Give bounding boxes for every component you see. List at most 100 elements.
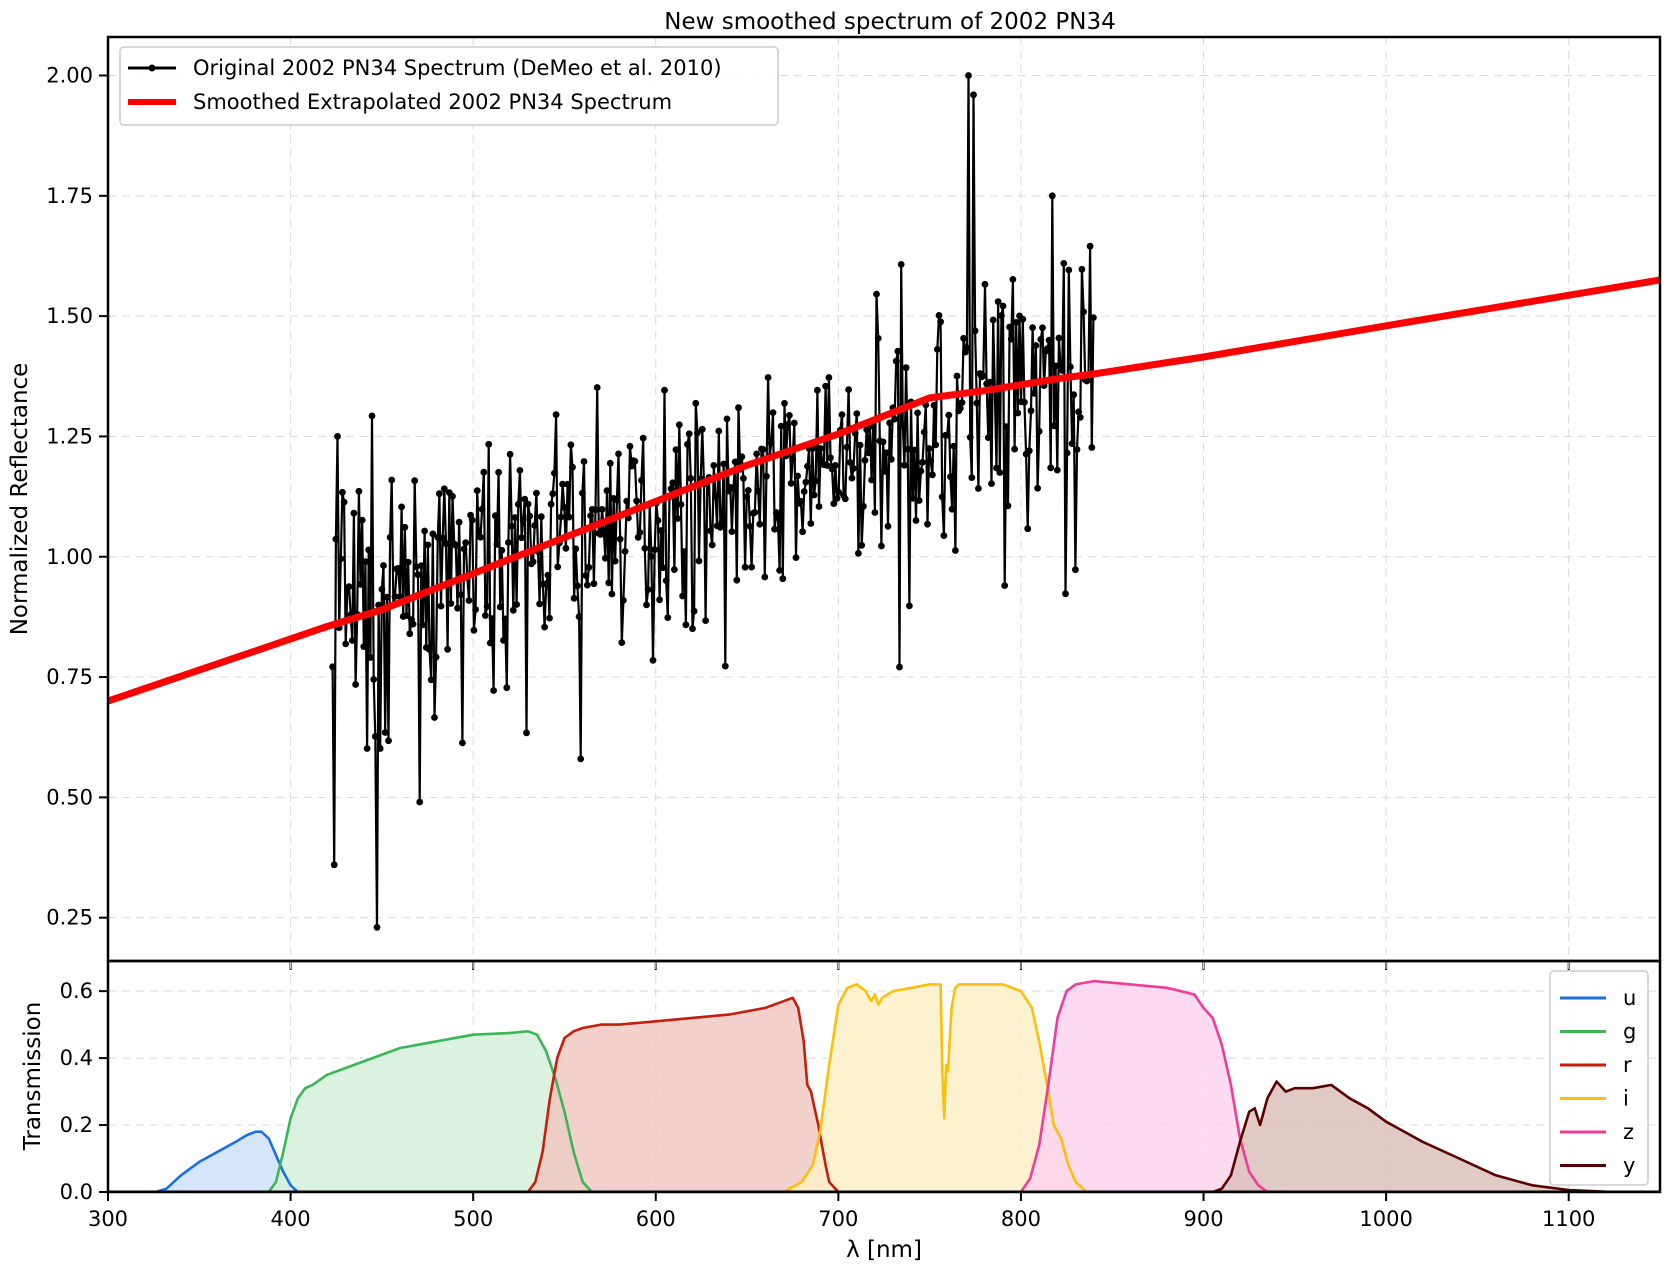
series-original-point [917,467,925,475]
series-original-point [971,327,979,335]
series-original-point [633,497,640,505]
series-original-point [832,462,839,469]
series-original-point [462,539,470,547]
series-original-point [490,687,497,694]
series-original-point [598,506,606,513]
series-original-point [1063,449,1071,457]
series-original-point [848,474,856,482]
series-original-point [861,456,869,464]
series-original-point [531,522,539,529]
series-original-point [1001,582,1009,589]
series-original-point [593,384,601,391]
series-original-point [394,565,402,572]
series-original-point [447,600,455,607]
series-original-point [868,476,875,484]
series-original-point [519,516,527,523]
series-original-point [965,72,972,79]
series-original-point [994,298,1002,305]
legend-label-g: g [1623,1020,1636,1044]
series-original-point [376,745,384,752]
series-original-point [477,533,484,541]
series-original-point [559,480,566,488]
series-original-point [1058,367,1066,374]
series-original-point [1030,389,1038,397]
series-original-point [367,654,374,661]
series-original-point [626,442,634,450]
series-original-point [503,684,511,692]
series-original-point [498,546,506,554]
series-original-point [728,528,736,535]
series-original-point [1053,466,1061,474]
series-original-point [429,530,437,538]
series-original-point [649,657,657,664]
series-original-point [878,542,885,550]
series-original-point [1073,446,1081,453]
series-original-point [814,386,821,394]
series-original-point [807,520,815,527]
series-original-point [979,372,987,380]
series-original-point [575,613,583,620]
series-original-point [896,663,903,671]
filter-u-area [108,1131,298,1192]
bottom-x-tick-label: 1100 [1542,1207,1595,1231]
series-original-point [442,540,450,548]
series-original-point [790,419,798,427]
series-original-point [771,525,778,533]
series-original-point [1037,336,1045,343]
series-original-point [937,318,944,326]
top-y-tick-label: 0.75 [46,665,93,689]
series-original-point [656,596,663,604]
series-original-point [698,425,706,433]
bottom-x-axis-label: λ [nm] [846,1237,922,1263]
series-original-point [672,446,680,454]
series-original-point [616,535,624,543]
series-original-point [508,522,516,530]
series-original-point [817,445,824,452]
series-original-point [1072,566,1079,574]
series-original-point [1007,335,1015,343]
series-original-point [398,503,405,511]
series-original-point [989,316,997,324]
series-original-point [712,492,719,500]
series-original-point [830,500,838,507]
series-original-point [424,541,432,549]
bottom-x-tick-label: 400 [271,1207,311,1231]
series-original-point [963,344,971,352]
series-original-point [879,438,887,446]
series-original-point [454,604,461,612]
series-original-point [779,575,787,583]
series-original-point [603,487,611,495]
series-original-point [342,640,350,648]
series-original-point [694,429,701,437]
series-original-point [685,430,693,438]
series-original-point [459,739,466,747]
series-original-point [485,440,493,448]
series-original-point [457,591,465,598]
series-original-point [385,737,392,745]
series-original-point [348,637,356,644]
series-original-point [1055,334,1063,342]
series-original-point [542,580,550,588]
series-original-point [1062,590,1069,598]
series-original-point [906,602,913,610]
series-original-point [1047,464,1055,472]
filter-r-line [526,996,840,1192]
series-original-point [491,512,499,520]
series-original-point [478,505,486,513]
series-original-point [950,442,958,450]
series-original-point [855,549,862,557]
legend-label-y: y [1623,1154,1635,1178]
series-original-point [613,496,621,504]
series-original-point [919,459,926,466]
series-original-point [537,513,545,521]
series-smoothed-line [108,276,1660,705]
series-original-point [1002,423,1010,431]
series-original-point [1075,408,1082,416]
series-original-point [641,545,649,552]
series-original-point [1004,502,1012,510]
series-original-point [763,472,770,480]
series-original-point [912,517,920,524]
legend-label-original: Original 2002 PN34 Spectrum (DeMeo et al… [193,56,722,80]
top-y-axis-label: Normalized Reflectance [7,363,33,636]
